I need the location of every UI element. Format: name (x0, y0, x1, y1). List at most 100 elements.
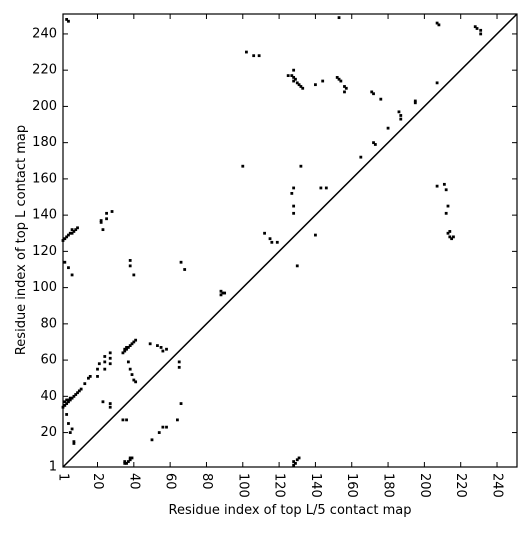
x-tick-label: 140 (308, 473, 323, 498)
contact-point (413, 99, 417, 103)
contact-point (479, 28, 483, 32)
contact-point (68, 231, 72, 235)
contact-point (108, 362, 112, 366)
contact-point (123, 347, 127, 351)
y-tick-label: 100 (32, 280, 57, 295)
y-tick-label: 40 (40, 389, 57, 404)
contact-point (99, 219, 103, 222)
contact-point (148, 342, 152, 346)
contact-point (108, 351, 112, 355)
contact-point (221, 291, 225, 295)
x-tick-label: 200 (417, 473, 432, 498)
contact-point (370, 90, 374, 94)
contact-point (372, 141, 375, 145)
diagonal (62, 13, 518, 468)
contact-point (67, 266, 70, 270)
contact-point (76, 226, 79, 230)
contact-point (435, 81, 439, 85)
contact-point (67, 400, 70, 404)
contact-point (473, 25, 477, 29)
contact-point (123, 349, 127, 353)
contact-point (123, 460, 127, 463)
x-tick-label: 180 (381, 473, 396, 498)
contact-point (63, 237, 67, 241)
contact-point (72, 440, 76, 444)
contact-point (103, 367, 107, 371)
contact-point (126, 346, 130, 349)
contact-point (292, 211, 296, 215)
contact-point (68, 396, 72, 400)
contact-point (105, 217, 108, 221)
contact-point (132, 273, 136, 277)
contact-point (128, 344, 132, 347)
contact-point (70, 273, 74, 277)
contact-point (448, 230, 452, 233)
contact-point (72, 230, 76, 233)
x-tick-label: 120 (272, 473, 287, 498)
contact-point (65, 398, 69, 402)
contact-point (292, 79, 296, 83)
x-tick-label: 60 (163, 473, 178, 490)
contact-point (297, 83, 301, 87)
contact-point (77, 389, 81, 393)
contact-point (101, 228, 105, 232)
contact-point (134, 380, 138, 384)
contact-point (103, 355, 107, 358)
contact-point (324, 186, 328, 190)
contact-point (219, 293, 223, 297)
contact-point (179, 402, 183, 405)
contact-point (125, 346, 128, 349)
y-tick-label: 60 (40, 353, 57, 368)
contact-point (76, 391, 79, 395)
contact-point (88, 375, 92, 378)
contact-point (63, 260, 67, 264)
contact-point (103, 360, 107, 364)
x-tick-label: 160 (344, 473, 359, 498)
contact-point (70, 396, 74, 400)
contact-point (128, 456, 132, 460)
contact-point (125, 347, 128, 351)
contact-point (299, 85, 303, 88)
y-tick-label: 20 (40, 425, 57, 440)
contact-point (105, 211, 108, 215)
contact-point (252, 54, 256, 58)
contact-point (128, 264, 132, 268)
contact-point (83, 382, 87, 386)
x-tick-label: 220 (453, 473, 468, 498)
contact-point (68, 398, 72, 402)
contact-point (130, 456, 134, 460)
contact-point (121, 418, 125, 422)
contact-point (372, 92, 375, 96)
contact-point (67, 233, 70, 237)
contact-point (292, 76, 296, 79)
contact-point (301, 86, 305, 90)
contact-point (110, 210, 114, 213)
y-tick-label: 240 (32, 26, 57, 41)
contact-point (70, 228, 74, 232)
contact-point (87, 376, 90, 380)
contact-point (442, 182, 446, 186)
contact-point (399, 117, 403, 121)
contact-point (150, 438, 154, 442)
contact-point (177, 365, 181, 369)
contact-point (161, 349, 165, 353)
x-tick-label: 100 (235, 473, 250, 498)
contact-point (165, 347, 168, 351)
x-tick-label: 1 (56, 473, 71, 481)
contact-point (108, 405, 112, 409)
contact-point (295, 264, 299, 268)
y-tick-label: 200 (32, 99, 57, 114)
contact-point (314, 83, 317, 87)
y-tick-label: 80 (40, 316, 57, 331)
contact-point (292, 204, 296, 208)
contact-point (183, 268, 187, 271)
contact-point (444, 211, 448, 215)
contact-point (435, 184, 439, 188)
x-tick-label: 20 (90, 473, 105, 490)
contact-point (335, 76, 339, 79)
contact-point (295, 81, 299, 85)
contact-point (344, 86, 348, 90)
contact-point (63, 403, 67, 407)
contact-point (125, 461, 128, 465)
contact-point (397, 110, 401, 114)
